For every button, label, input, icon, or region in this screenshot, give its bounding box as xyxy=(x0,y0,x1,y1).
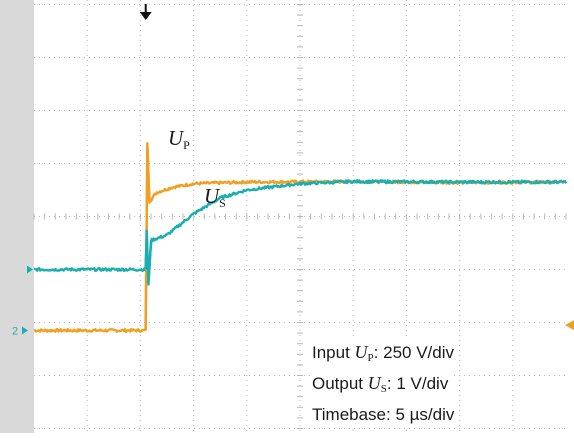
output-scale-label: Output xyxy=(312,374,363,393)
output-scale-value: : 1 V/div xyxy=(387,374,448,393)
us-trace-label-main: U xyxy=(204,184,219,208)
input-scale-label: Input xyxy=(312,343,350,362)
timebase-value: Timebase: 5 µs/div xyxy=(312,405,454,424)
input-scale-value: : 250 V/div xyxy=(374,343,454,362)
ch2-ground-label: 2 xyxy=(12,325,18,337)
timebase-row: Timebase: 5 µs/div xyxy=(312,402,454,427)
up-trace-label-main: U xyxy=(168,126,183,150)
output-scale-symbol: U xyxy=(368,373,381,393)
up-trace-label-sub: P xyxy=(183,138,190,152)
up-trace-label: UP xyxy=(168,126,190,153)
input-scale-symbol: U xyxy=(355,342,368,362)
left-bezel xyxy=(0,0,34,433)
output-scale-row: Output US: 1 V/div xyxy=(312,371,454,402)
us-trace-label: US xyxy=(204,184,226,211)
trigger-position-stem xyxy=(145,4,147,14)
us-trace-label-sub: S xyxy=(219,196,226,210)
scale-legend: Input UP: 250 V/div Output US: 1 V/div T… xyxy=(312,340,454,427)
input-scale-row: Input UP: 250 V/div xyxy=(312,340,454,371)
